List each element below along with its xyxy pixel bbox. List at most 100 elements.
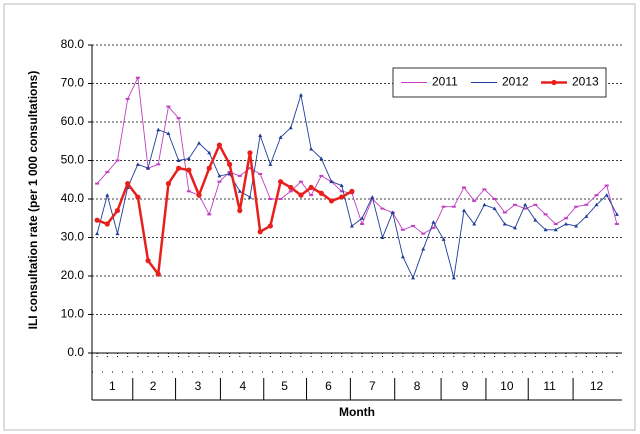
point [156, 127, 161, 132]
point [247, 167, 252, 170]
point [309, 146, 314, 151]
y-tick-label: 70.0 [61, 76, 85, 90]
point [523, 207, 528, 210]
point [105, 171, 110, 174]
point [339, 183, 344, 188]
point [298, 93, 303, 97]
legend-marker [551, 79, 557, 86]
point [207, 150, 212, 155]
y-tick-label: 0.0 [67, 345, 84, 359]
point [411, 275, 416, 280]
y-tick-label: 60.0 [61, 114, 85, 128]
x-tick-label: 10 [500, 379, 514, 393]
point [339, 190, 344, 193]
point [543, 227, 548, 232]
point [115, 231, 120, 236]
point [512, 225, 517, 230]
point [431, 220, 436, 224]
point [217, 180, 222, 183]
point [431, 226, 436, 229]
point [247, 195, 252, 199]
point [237, 174, 242, 177]
point [472, 199, 477, 202]
point [584, 203, 589, 206]
point [329, 179, 334, 184]
point [95, 182, 100, 185]
point [165, 181, 172, 187]
point [288, 190, 293, 193]
point [125, 181, 131, 187]
point [309, 194, 314, 197]
point [257, 229, 263, 235]
point [155, 271, 161, 277]
point [196, 192, 202, 198]
series-line [96, 76, 618, 235]
point [482, 188, 487, 191]
point [563, 217, 568, 220]
point [125, 97, 130, 100]
point [380, 235, 385, 239]
point [247, 150, 253, 156]
point [166, 131, 171, 136]
point [502, 222, 507, 226]
legend-label: 2013 [572, 75, 599, 89]
point [298, 192, 304, 198]
point [472, 222, 477, 226]
point [278, 135, 283, 139]
x-tick-label: 1 [109, 379, 116, 393]
point [328, 198, 335, 204]
point [207, 213, 212, 216]
point [319, 174, 324, 177]
point [400, 228, 405, 231]
point [604, 184, 609, 187]
point [186, 190, 191, 193]
point [543, 213, 548, 216]
point [574, 205, 579, 208]
point [146, 166, 151, 170]
point [594, 202, 599, 207]
point [217, 173, 222, 178]
y-tick-label: 40.0 [61, 191, 85, 205]
legend-label: 2011 [432, 75, 458, 89]
point [288, 125, 293, 130]
point [584, 214, 589, 218]
point [492, 198, 497, 200]
y-tick-label: 50.0 [61, 153, 85, 167]
point [370, 198, 375, 200]
point [135, 194, 141, 200]
point [492, 206, 497, 211]
point [186, 156, 191, 161]
x-axis-title: Month [339, 405, 375, 419]
y-tick-label: 30.0 [61, 230, 85, 244]
point [441, 205, 446, 208]
x-tick-label: 11 [543, 379, 556, 393]
point [360, 223, 365, 226]
point [145, 258, 151, 264]
x-tick-label: 6 [325, 379, 332, 393]
point [574, 223, 579, 228]
point [114, 207, 121, 214]
point [614, 223, 619, 226]
point [308, 184, 314, 191]
point [268, 162, 273, 166]
point [462, 208, 467, 213]
point [380, 207, 385, 210]
point [176, 117, 181, 120]
legend-box [392, 67, 607, 98]
point [319, 156, 324, 161]
point [135, 162, 140, 166]
point [421, 247, 426, 251]
point [441, 237, 446, 241]
point [512, 203, 517, 206]
point [451, 205, 456, 208]
point [553, 223, 558, 226]
x-tick-label: 5 [281, 379, 288, 393]
point [115, 159, 120, 162]
point [298, 180, 303, 183]
point [482, 202, 487, 207]
point [278, 198, 283, 200]
y-tick-label: 20.0 [61, 268, 85, 282]
point [451, 275, 456, 280]
point [563, 222, 568, 226]
